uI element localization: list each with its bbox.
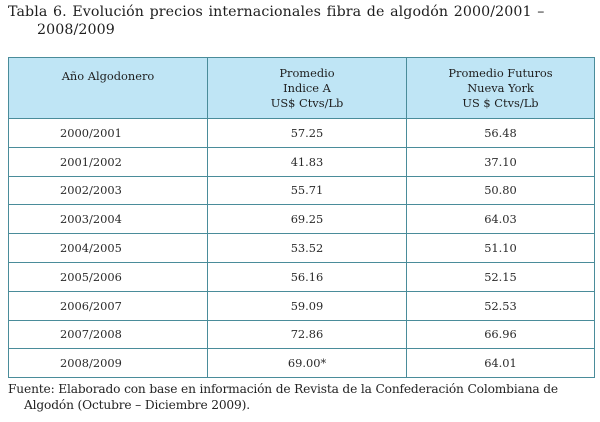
cell-index-a: 69.00* [207, 348, 407, 379]
cell-ny-futures: 51.10 [406, 233, 595, 263]
table-row: 2007/2008 72.86 66.96 [8, 319, 595, 350]
header-ny-futures-line-2: Nueva York [467, 80, 534, 95]
table-row: 2000/2001 57.25 56.48 [8, 118, 595, 148]
header-index-a-line-2: Indice A [283, 80, 331, 95]
table-row: 2008/2009 69.00* 64.01 [8, 348, 595, 379]
cell-ny-futures: 64.03 [406, 204, 595, 235]
header-cotton-year: Año Algodonero [8, 57, 208, 119]
header-index-a-line-1: Promedio [279, 65, 335, 80]
header-index-a-line-3: US$ Ctvs/Lb [270, 95, 344, 110]
cell-ny-futures: 52.15 [406, 261, 595, 292]
table-header-row: Año Algodonero Promedio Indice A US$ Ctv… [8, 57, 595, 119]
cell-index-a: 55.71 [207, 175, 407, 206]
cell-ny-futures: 37.10 [406, 146, 595, 177]
source-note-line-1: Fuente: Elaborado con base en informació… [8, 382, 558, 396]
cell-year: 2007/2008 [8, 319, 208, 350]
cell-index-a: 56.16 [207, 261, 407, 292]
header-ny-futures-line-3: US $ Ctvs/Lb [462, 95, 539, 110]
table-row: 2002/2003 55.71 50.80 [8, 175, 595, 206]
cell-ny-futures: 56.48 [406, 118, 595, 148]
source-note-line-2: Algodón (Octubre – Diciembre 2009). [24, 398, 250, 412]
table-row: 2003/2004 69.25 64.03 [8, 204, 595, 235]
cell-ny-futures: 50.80 [406, 175, 595, 206]
table-row: 2004/2005 53.52 51.10 [8, 233, 595, 263]
table-row: 2006/2007 59.09 52.53 [8, 290, 595, 321]
cell-ny-futures: 66.96 [406, 319, 595, 350]
cell-year: 2002/2003 [8, 175, 208, 206]
cell-year: 2000/2001 [8, 118, 208, 148]
header-ny-futures: Promedio Futuros Nueva York US $ Ctvs/Lb [406, 57, 595, 119]
cell-ny-futures: 64.01 [406, 348, 595, 379]
cell-index-a: 57.25 [207, 118, 407, 148]
cell-index-a: 59.09 [207, 290, 407, 321]
cell-index-a: 53.52 [207, 233, 407, 263]
table-title-line-1: Tabla 6. Evolución precios internacional… [8, 4, 545, 20]
cell-year: 2005/2006 [8, 261, 208, 292]
cell-year: 2003/2004 [8, 204, 208, 235]
table-row: 2005/2006 56.16 52.15 [8, 261, 595, 292]
cell-year: 2006/2007 [8, 290, 208, 321]
header-index-a: Promedio Indice A US$ Ctvs/Lb [207, 57, 407, 119]
header-cotton-year-label: Año Algodonero [61, 69, 155, 83]
table-title-line-2: 2008/2009 [37, 22, 115, 38]
table-row: 2001/2002 41.83 37.10 [8, 146, 595, 177]
source-note: Fuente: Elaborado con base en informació… [8, 381, 594, 413]
cell-index-a: 69.25 [207, 204, 407, 235]
cotton-prices-table: Año Algodonero Promedio Indice A US$ Ctv… [8, 57, 595, 379]
header-ny-futures-line-1: Promedio Futuros [448, 65, 553, 80]
cell-year: 2008/2009 [8, 348, 208, 379]
cell-year: 2001/2002 [8, 146, 208, 177]
cell-index-a: 72.86 [207, 319, 407, 350]
cell-ny-futures: 52.53 [406, 290, 595, 321]
cell-index-a: 41.83 [207, 146, 407, 177]
table-title: Tabla 6. Evolución precios internacional… [8, 3, 594, 39]
cell-year: 2004/2005 [8, 233, 208, 263]
